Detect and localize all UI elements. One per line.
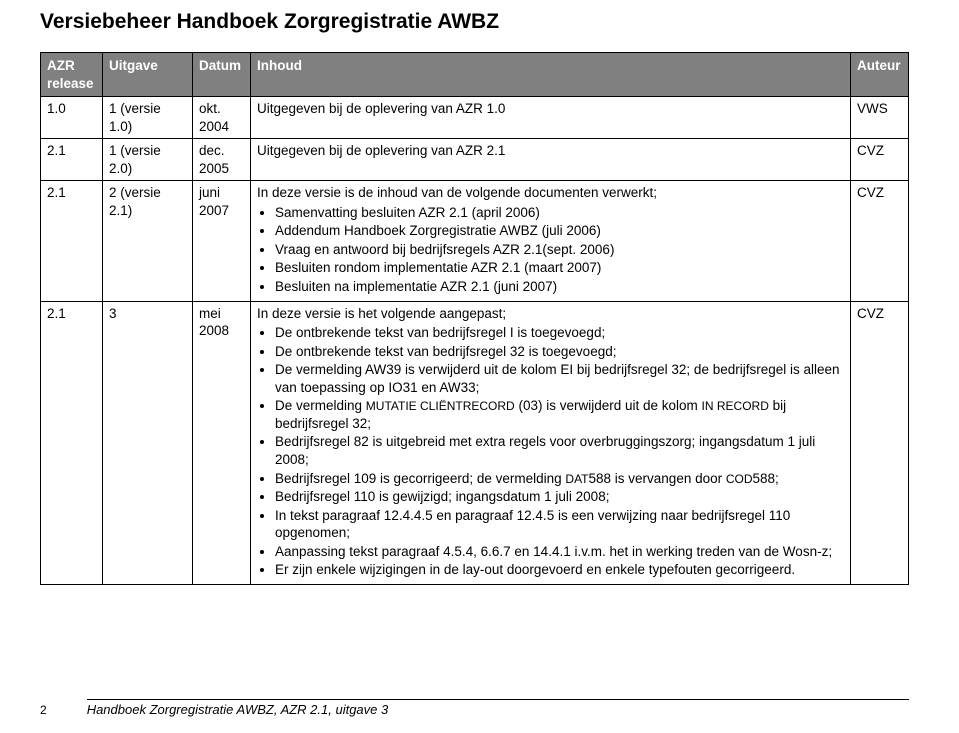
inhoud-item: Er zijn enkele wijzigingen in de lay-out… — [275, 561, 844, 579]
page-footer: 2 Handboek Zorgregistratie AWBZ, AZR 2.1… — [40, 699, 909, 717]
cell-inhoud: Uitgegeven bij de oplevering van AZR 1.0 — [251, 97, 851, 139]
inhoud-item: In tekst paragraaf 12.4.4.5 en paragraaf… — [275, 507, 844, 542]
inhoud-item: Besluiten rondom implementatie AZR 2.1 (… — [275, 259, 844, 277]
inhoud-item: Vraag en antwoord bij bedrijfsregels AZR… — [275, 241, 844, 259]
col-release: AZR release — [41, 53, 103, 97]
cell-release: 2.1 — [41, 181, 103, 301]
cell-uitgave: 2 (versie 2.1) — [103, 181, 193, 301]
inhoud-lead: In deze versie is de inhoud van de volge… — [257, 184, 844, 202]
inhoud-item: De vermelding MUTATIE CLIËNTRECORD (03) … — [275, 397, 844, 432]
inhoud-item: Bedrijfsregel 110 is gewijzigd; ingangsd… — [275, 488, 844, 506]
cell-auteur: CVZ — [851, 139, 909, 181]
smallcaps-text: MUTATIE CLIËNTRECORD — [366, 399, 515, 413]
inhoud-item: De ontbrekende tekst van bedrijfsregel 3… — [275, 343, 844, 361]
cell-datum: mei 2008 — [193, 301, 251, 584]
table-row: 2.13mei 2008 In deze versie is het volgen… — [41, 301, 909, 584]
cell-release: 1.0 — [41, 97, 103, 139]
col-uitgave: Uitgave — [103, 53, 193, 97]
inhoud-lead: Uitgegeven bij de oplevering van AZR 2.1 — [257, 142, 844, 160]
cell-auteur: VWS — [851, 97, 909, 139]
table-row: 1.01 (versie 1.0)okt. 2004 Uitgegeven bij… — [41, 97, 909, 139]
cell-datum: okt. 2004 — [193, 97, 251, 139]
inhoud-lead: Uitgegeven bij de oplevering van AZR 1.0 — [257, 100, 844, 118]
cell-inhoud: Uitgegeven bij de oplevering van AZR 2.1 — [251, 139, 851, 181]
cell-inhoud: In deze versie is het volgende aangepast… — [251, 301, 851, 584]
cell-auteur: CVZ — [851, 181, 909, 301]
inhoud-list: De ontbrekende tekst van bedrijfsregel I… — [257, 324, 844, 579]
col-inhoud: Inhoud — [251, 53, 851, 97]
smallcaps-text: IN RECORD — [702, 399, 769, 413]
footer-text: Handboek Zorgregistratie AWBZ, AZR 2.1, … — [87, 699, 909, 717]
cell-inhoud: In deze versie is de inhoud van de volge… — [251, 181, 851, 301]
smallcaps-text: COD — [726, 472, 753, 486]
table-row: 2.11 (versie 2.0)dec. 2005 Uitgegeven bij… — [41, 139, 909, 181]
document-title: Versiebeheer Handboek Zorgregistratie AW… — [40, 10, 909, 34]
cell-uitgave: 1 (versie 2.0) — [103, 139, 193, 181]
page: Versiebeheer Handboek Zorgregistratie AW… — [0, 0, 959, 733]
cell-datum: dec. 2005 — [193, 139, 251, 181]
cell-release: 2.1 — [41, 139, 103, 181]
inhoud-item: Aanpassing tekst paragraaf 4.5.4, 6.6.7 … — [275, 543, 844, 561]
version-table: AZR release Uitgave Datum Inhoud Auteur … — [40, 52, 909, 585]
inhoud-item: De ontbrekende tekst van bedrijfsregel I… — [275, 324, 844, 342]
col-auteur: Auteur — [851, 53, 909, 97]
col-datum: Datum — [193, 53, 251, 97]
inhoud-item: Samenvatting besluiten AZR 2.1 (april 20… — [275, 204, 844, 222]
table-row: 2.12 (versie 2.1)juni 2007 In deze versie… — [41, 181, 909, 301]
smallcaps-text: DAT — [565, 472, 588, 486]
cell-uitgave: 3 — [103, 301, 193, 584]
table-body: 1.01 (versie 1.0)okt. 2004 Uitgegeven bij… — [41, 97, 909, 585]
table-header-row: AZR release Uitgave Datum Inhoud Auteur — [41, 53, 909, 97]
cell-auteur: CVZ — [851, 301, 909, 584]
inhoud-item: Bedrijfsregel 109 is gecorrigeerd; de ve… — [275, 470, 844, 488]
inhoud-item: Addendum Handboek Zorgregistratie AWBZ (… — [275, 222, 844, 240]
cell-release: 2.1 — [41, 301, 103, 584]
page-number: 2 — [40, 703, 47, 717]
inhoud-item: De vermelding AW39 is verwijderd uit de … — [275, 361, 844, 396]
inhoud-item: Besluiten na implementatie AZR 2.1 (juni… — [275, 278, 844, 296]
inhoud-lead: In deze versie is het volgende aangepast… — [257, 305, 844, 323]
inhoud-item: Bedrijfsregel 82 is uitgebreid met extra… — [275, 433, 844, 468]
cell-uitgave: 1 (versie 1.0) — [103, 97, 193, 139]
cell-datum: juni 2007 — [193, 181, 251, 301]
inhoud-list: Samenvatting besluiten AZR 2.1 (april 20… — [257, 204, 844, 296]
